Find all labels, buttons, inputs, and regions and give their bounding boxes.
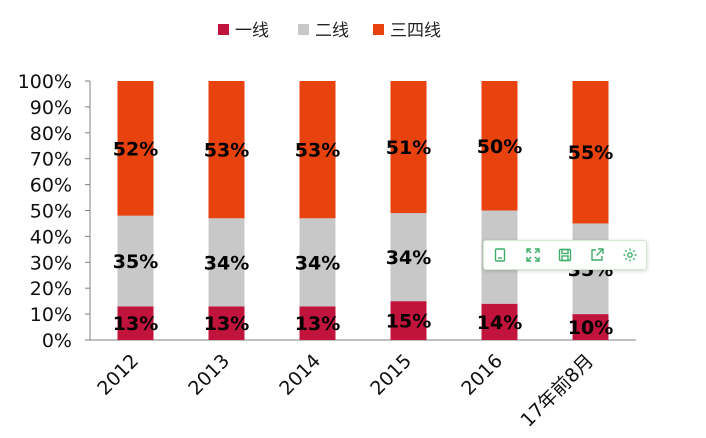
data-label: 34% <box>204 252 249 274</box>
data-label: 53% <box>295 140 340 162</box>
y-tick-label: 20% <box>30 278 72 300</box>
x-tick-label: 2012 <box>93 350 143 400</box>
data-label: 13% <box>113 313 158 335</box>
y-tick-label: 90% <box>30 97 72 119</box>
legend-swatch <box>298 24 309 35</box>
settings-button[interactable] <box>618 243 642 267</box>
expand-button[interactable] <box>521 243 545 267</box>
x-tick-label: 2016 <box>457 350 507 400</box>
bar-segment <box>208 81 245 219</box>
bar-segment <box>117 306 154 340</box>
y-tick-label: 80% <box>30 123 72 145</box>
share-icon <box>591 248 605 261</box>
save-icon <box>558 248 572 262</box>
bar-segment <box>572 81 609 224</box>
data-label: 13% <box>204 313 249 335</box>
x-tick-label: 2015 <box>366 350 416 400</box>
bar-segment <box>117 215 154 307</box>
x-tick-label: 2014 <box>275 350 325 400</box>
bar-segment <box>481 81 518 211</box>
data-label: 51% <box>386 137 431 159</box>
x-tick-label: 2013 <box>184 350 234 400</box>
y-tick-label: 100% <box>18 71 72 93</box>
save-button[interactable] <box>553 243 577 267</box>
data-label: 10% <box>568 317 613 339</box>
bar-segment <box>481 303 518 340</box>
y-tick-label: 30% <box>30 252 72 274</box>
bar-segment <box>390 301 427 340</box>
floating-toolbar <box>483 240 647 270</box>
y-tick-label: 50% <box>30 201 72 223</box>
bar-segment <box>390 213 427 302</box>
y-tick-label: 10% <box>30 304 72 326</box>
data-label: 50% <box>477 136 522 158</box>
legend-label: 三四线 <box>390 21 441 41</box>
legend-swatch <box>373 24 384 35</box>
bar-segment <box>208 306 245 340</box>
bar-segment <box>208 218 245 307</box>
data-label: 14% <box>477 312 522 334</box>
data-label: 15% <box>386 311 431 333</box>
legend-label: 一线 <box>235 21 269 41</box>
bar-segment <box>390 81 427 214</box>
bar-segment <box>299 81 336 219</box>
bar-segment <box>299 306 336 340</box>
data-label: 53% <box>204 140 249 162</box>
data-label: 52% <box>113 138 158 160</box>
legend-label: 二线 <box>315 21 349 41</box>
bar-segment <box>299 218 336 307</box>
y-tick-label: 0% <box>42 330 72 352</box>
data-label: 34% <box>295 252 340 274</box>
expand-icon <box>525 248 540 262</box>
bar-segment <box>117 81 154 216</box>
bar-segment <box>572 314 609 340</box>
y-tick-label: 40% <box>30 226 72 248</box>
data-label: 13% <box>295 313 340 335</box>
copy-button[interactable] <box>488 243 512 267</box>
y-tick-label: 60% <box>30 175 72 197</box>
legend-swatch <box>218 24 229 35</box>
share-button[interactable] <box>585 243 609 267</box>
data-label: 35% <box>113 251 158 273</box>
data-label: 55% <box>568 142 613 164</box>
settings-icon <box>623 248 637 262</box>
copy-icon <box>494 248 506 262</box>
data-label: 34% <box>386 247 431 269</box>
x-tick-label: 17年前8月 <box>517 350 599 432</box>
y-tick-label: 70% <box>30 149 72 171</box>
